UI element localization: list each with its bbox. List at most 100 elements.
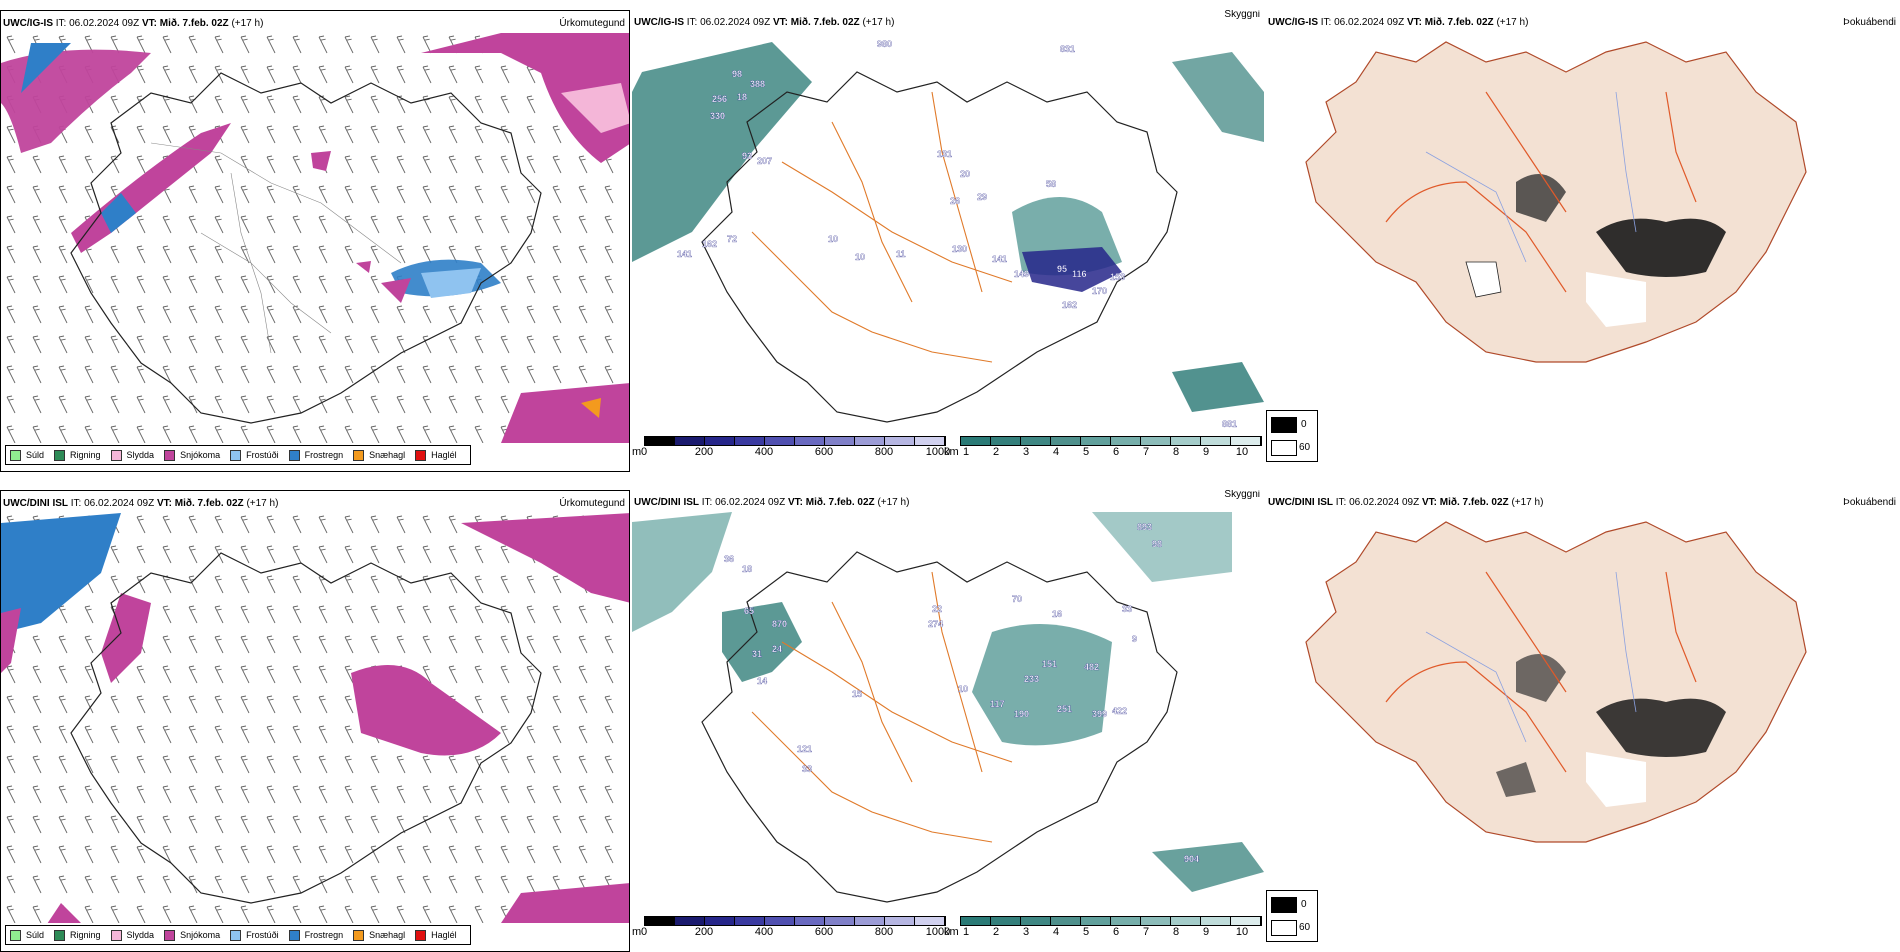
colorbar-segment	[1231, 437, 1261, 445]
ceiling-label: 207	[757, 156, 772, 166]
legend-item: Súld	[10, 449, 44, 461]
legend-item: Snjókoma	[164, 929, 220, 941]
ceiling-label: 399	[1092, 709, 1107, 719]
ceiling-label: 149	[1014, 269, 1029, 279]
fog-legend: 0 60	[1266, 410, 1318, 462]
colorbar-segment	[855, 437, 885, 445]
legend-item: Frostúði	[230, 929, 279, 941]
ceiling-label: 10	[958, 684, 968, 694]
legend-item: Slydda	[110, 449, 154, 461]
ceiling-label: 251	[1057, 704, 1072, 714]
ceiling-label: 904	[1184, 854, 1199, 864]
ceiling-label: 95	[1057, 264, 1067, 274]
ceiling-label: 162	[702, 239, 717, 249]
panel-header: UWC/DINI ISL IT: 06.02.2024 09Z VT: Mið.…	[634, 490, 1260, 508]
colorbar-segment	[1021, 437, 1051, 445]
ceiling-label: 31	[752, 649, 762, 659]
product-title: Úrkomutegund	[559, 498, 625, 509]
ceiling-label: 26	[950, 196, 960, 206]
panel-header: UWC/DINI ISL IT: 06.02.2024 09Z VT: Mið.…	[1268, 497, 1896, 508]
legend-item: Frostregn	[288, 929, 343, 941]
legend-item: Rigning	[54, 929, 101, 941]
colorbar-segment	[705, 437, 735, 445]
product-title: Skyggni	[1224, 490, 1260, 500]
ceiling-label: 881	[1222, 419, 1237, 429]
ceiling-label: 256	[712, 94, 727, 104]
precip-type-legend: Súld Rigning Slydda Snjókoma Frostúði Fr…	[5, 445, 471, 465]
ceiling-label: 116	[1072, 269, 1087, 279]
colorbar-segment	[915, 917, 945, 925]
ceiling-label: 422	[1112, 706, 1127, 716]
ceiling-label: 131	[937, 149, 952, 159]
legend-item: Haglél	[415, 929, 457, 941]
visibility-colorbar: km 1 2 3 4 5 6 7 8 9 10	[944, 436, 1262, 460]
ceiling-label: 141	[677, 249, 692, 259]
precip-type-map	[1, 33, 629, 443]
legend-item: Snæhagl	[353, 929, 405, 941]
fog-index-panel-bottom: UWC/DINI ISL IT: 06.02.2024 09Z VT: Mið.…	[1266, 490, 1900, 952]
ceiling-label: 16	[1052, 609, 1062, 619]
ceiling-label: 22	[932, 604, 942, 614]
product-title: Þokuábendi	[1843, 497, 1896, 508]
visibility-panel-bottom: UWC/DINI ISL IT: 06.02.2024 09Z VT: Mið.…	[632, 490, 1264, 952]
visibility-ceiling-map: 98 388 256 330 18 93 207 141 162 72 10 1…	[632, 39, 1264, 429]
ceiling-label: 98	[732, 69, 742, 79]
fog-legend: 0 60	[1266, 890, 1318, 942]
ceiling-label: 153	[1110, 272, 1125, 282]
ceiling-label: 388	[750, 79, 765, 89]
ceiling-label: 121	[797, 744, 812, 754]
colorbar-segment	[1111, 917, 1141, 925]
colorbar-segment	[1021, 917, 1051, 925]
ceiling-label: 130	[952, 244, 967, 254]
legend-item: Frostúði	[230, 449, 279, 461]
colorbar-segment	[795, 917, 825, 925]
ceiling-label: 36	[724, 554, 734, 564]
ceiling-label: 10	[828, 234, 838, 244]
ceiling-label: 70	[1012, 594, 1022, 604]
ceiling-label: 33	[1122, 604, 1132, 614]
colorbar-segment	[915, 437, 945, 445]
panel-header: UWC/DINI ISL IT: 06.02.2024 09Z VT: Mið.…	[3, 498, 625, 509]
colorbar-segment	[885, 437, 915, 445]
product-title: Skyggni	[1224, 10, 1260, 20]
ceiling-label: 98	[1152, 539, 1162, 549]
legend-item: Snjókoma	[164, 449, 220, 461]
ceiling-label: 10	[855, 252, 865, 262]
product-title: Þokuábendi	[1843, 17, 1896, 28]
legend-item: Haglél	[415, 449, 457, 461]
colorbar-segment	[735, 437, 765, 445]
colorbar-segment	[765, 437, 795, 445]
precip-type-panel-bottom: UWC/DINI ISL IT: 06.02.2024 09Z VT: Mið.…	[0, 490, 630, 952]
colorbar-segment	[705, 917, 735, 925]
ceiling-label: 831	[1060, 44, 1075, 54]
colorbar-segment	[1081, 917, 1111, 925]
ceiling-label: 274	[928, 619, 943, 629]
ceiling-colorbar: m 0 200 400 600 800 1000	[632, 916, 950, 940]
colorbar-segment	[1231, 917, 1261, 925]
ceiling-label: 980	[877, 39, 892, 49]
colorbar-segment	[675, 437, 705, 445]
ceiling-label: 893	[1137, 522, 1152, 532]
colorbar-segment	[645, 437, 675, 445]
precip-type-panel-top: UWC/IG-IS IT: 06.02.2024 09Z VT: Mið. 7.…	[0, 10, 630, 472]
ceiling-label: 18	[737, 92, 747, 102]
panel-header: UWC/IG-IS IT: 06.02.2024 09Z VT: Mið. 7.…	[3, 18, 625, 29]
ceiling-label: 15	[852, 689, 862, 699]
panel-header: UWC/IG-IS IT: 06.02.2024 09Z VT: Mið. 7.…	[634, 10, 1260, 28]
legend-item: Frostregn	[288, 449, 343, 461]
ceiling-label: 18	[742, 564, 752, 574]
panel-header: UWC/IG-IS IT: 06.02.2024 09Z VT: Mið. 7.…	[1268, 17, 1896, 28]
visibility-ceiling-map: 36 18 65 870 31 24 14 15 121 33 10 117 1…	[632, 512, 1264, 903]
colorbar-segment	[795, 437, 825, 445]
visibility-colorbar: km 1 2 3 4 5 6 7 8 9 10	[944, 916, 1262, 940]
colorbar-segment	[825, 437, 855, 445]
colorbar-segment	[1201, 917, 1231, 925]
ceiling-colorbar: m 0 200 400 600 800 1000	[632, 436, 950, 460]
legend-item: Rigning	[54, 449, 101, 461]
ceiling-label: 482	[1084, 662, 1099, 672]
colorbar-segment	[1141, 437, 1171, 445]
colorbar-segment	[1111, 437, 1141, 445]
ceiling-label: 33	[802, 764, 812, 774]
colorbar-segment	[1171, 437, 1201, 445]
ceiling-label: 870	[772, 619, 787, 629]
